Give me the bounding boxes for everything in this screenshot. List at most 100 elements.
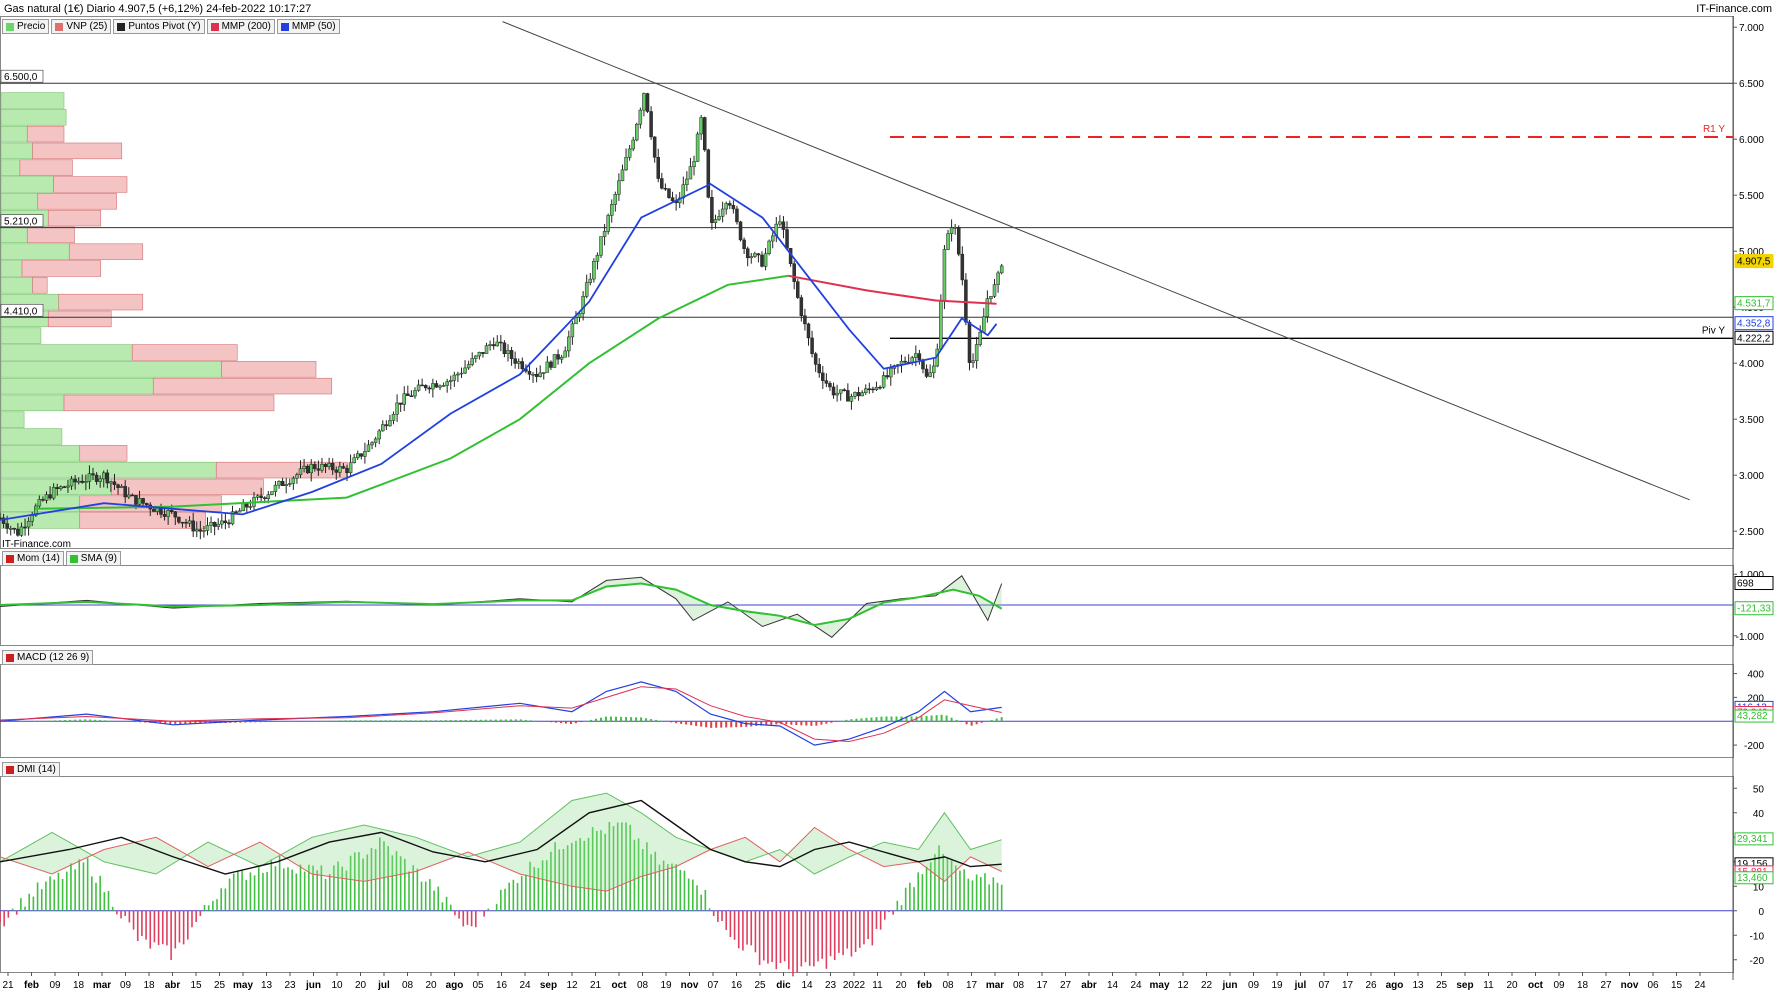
x-tick-label: 19 — [660, 980, 672, 991]
candle-body — [702, 117, 707, 151]
candle-body — [1, 517, 6, 524]
volume-profile-up-bar — [0, 478, 112, 496]
legend-item[interactable]: Precio — [2, 19, 50, 34]
candle-body — [931, 365, 936, 374]
candle-body — [441, 385, 446, 387]
candle-body — [277, 480, 281, 486]
legend-label: Puntos Pivot (Y) — [128, 21, 201, 32]
candle-body — [481, 352, 485, 354]
x-tick-label: 08 — [637, 980, 649, 991]
candle-body — [59, 486, 63, 489]
x-tick-label: may — [233, 980, 253, 991]
y-tick-label: 5.500 — [1739, 191, 1764, 202]
x-tick-label: 12 — [566, 980, 578, 991]
price-tag-label: 4.907,5 — [1737, 257, 1771, 268]
candle-body — [270, 491, 274, 495]
candle-body — [642, 93, 646, 111]
price-tag-label: 4.222,2 — [1737, 333, 1771, 344]
candle-body — [914, 353, 918, 358]
legend-item[interactable]: MMP (50) — [276, 19, 340, 34]
y-tick-label: 7.000 — [1739, 23, 1764, 34]
candle-body — [76, 480, 81, 483]
candle-body — [202, 530, 206, 532]
candle-body — [520, 361, 525, 370]
candle-body — [373, 438, 378, 443]
candle-body — [853, 392, 857, 397]
volume-profile-down-bar — [26, 125, 65, 143]
candle-body — [581, 296, 585, 314]
candle-body — [87, 473, 92, 482]
price-tag-box — [1734, 296, 1774, 311]
candle-body — [162, 514, 167, 517]
candle-body — [434, 383, 439, 388]
y-tick-label: 5.000 — [1739, 247, 1764, 258]
candle-body — [656, 157, 660, 179]
x-tick-label: 08 — [942, 980, 954, 991]
candle-body — [84, 481, 88, 483]
candle-body — [491, 344, 496, 347]
volume-profile-down-bar — [26, 226, 75, 244]
candle-body — [355, 453, 360, 459]
candle-body — [606, 215, 610, 232]
volume-profile-down-bar — [32, 142, 123, 160]
mom-line — [0, 575, 1003, 638]
candle-body — [73, 478, 77, 483]
candle-body — [767, 240, 771, 254]
candle-body — [298, 468, 303, 475]
candle-body — [91, 473, 95, 476]
candle-body — [602, 231, 607, 237]
legend-item[interactable]: SMA (9) — [65, 551, 121, 566]
candle-body — [245, 503, 249, 508]
candle-body — [939, 300, 943, 350]
legend-item[interactable]: Puntos Pivot (Y) — [113, 19, 205, 34]
candle-body — [756, 253, 761, 256]
y-tick-label: 3.500 — [1739, 415, 1764, 426]
candle-body — [341, 466, 346, 469]
x-tick-label: feb — [917, 980, 932, 991]
candle-body — [781, 221, 786, 230]
candle-body — [55, 487, 59, 489]
ma200-line-red — [788, 274, 997, 305]
candle-body — [495, 341, 500, 347]
candle-body — [595, 254, 600, 262]
pivot-level-label: Piv Y — [1702, 325, 1725, 336]
candle-body — [402, 393, 406, 405]
candle-body — [212, 521, 217, 527]
candle-body — [98, 478, 102, 482]
legend-item[interactable]: MMP (200) — [206, 19, 275, 34]
x-tick-label: may — [1149, 980, 1169, 991]
legend-label: SMA (9) — [80, 553, 117, 564]
candle-body — [141, 498, 145, 504]
level-label-box — [0, 303, 44, 317]
volume-profile-down-bar — [79, 445, 128, 462]
candle-body — [874, 386, 879, 390]
level-label-box — [0, 69, 44, 83]
macd-tag-label: 43,282 — [1737, 711, 1768, 722]
legend-item[interactable]: MACD (12 26 9) — [2, 650, 94, 665]
x-tick-label: 27 — [1600, 980, 1612, 991]
y-tick-label: 4.000 — [1739, 359, 1764, 370]
candle-body — [109, 481, 113, 484]
candle-body — [821, 372, 825, 381]
trendline — [502, 21, 1690, 501]
candle-body — [545, 361, 550, 373]
dmi-tag-box — [1734, 871, 1774, 885]
candle-body — [967, 321, 972, 363]
candle-body — [956, 227, 961, 255]
legend-item[interactable]: Mom (14) — [2, 551, 64, 566]
legend-item[interactable]: DMI (14) — [2, 762, 60, 777]
legend-swatch-icon — [6, 554, 14, 563]
level-label-box — [0, 214, 44, 227]
candle-body — [663, 187, 668, 190]
legend-item[interactable]: VNP (25) — [51, 19, 112, 34]
candle-body — [155, 507, 160, 512]
candle-body — [198, 529, 203, 532]
candle-body — [284, 484, 288, 486]
candle-body — [16, 528, 20, 536]
candle-body — [488, 344, 492, 346]
candle-body — [992, 284, 997, 297]
x-tick-label: 20 — [1506, 980, 1518, 991]
macd-line — [0, 681, 1002, 746]
candle-body — [999, 265, 1004, 274]
